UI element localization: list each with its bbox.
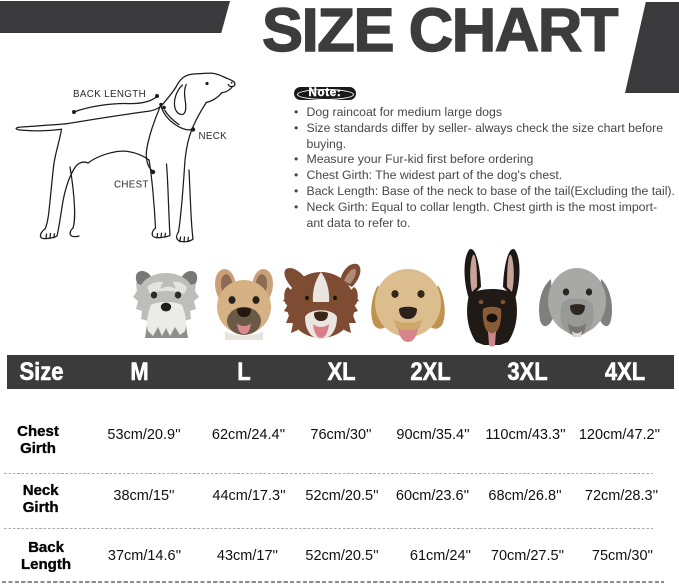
svg-text:BACK LENGTH: BACK LENGTH — [73, 89, 146, 100]
svg-text:NECK: NECK — [199, 131, 228, 142]
svg-text:CHEST: CHEST — [114, 180, 149, 191]
